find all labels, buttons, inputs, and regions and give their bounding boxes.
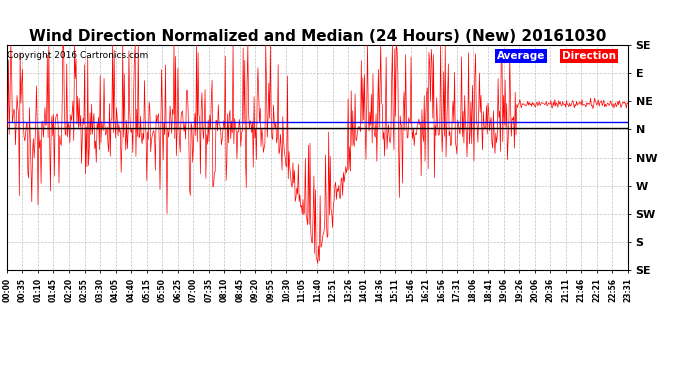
Text: Average: Average: [497, 51, 545, 61]
Text: Direction: Direction: [562, 51, 616, 61]
Text: Copyright 2016 Cartronics.com: Copyright 2016 Cartronics.com: [7, 51, 148, 60]
Title: Wind Direction Normalized and Median (24 Hours) (New) 20161030: Wind Direction Normalized and Median (24…: [29, 29, 606, 44]
